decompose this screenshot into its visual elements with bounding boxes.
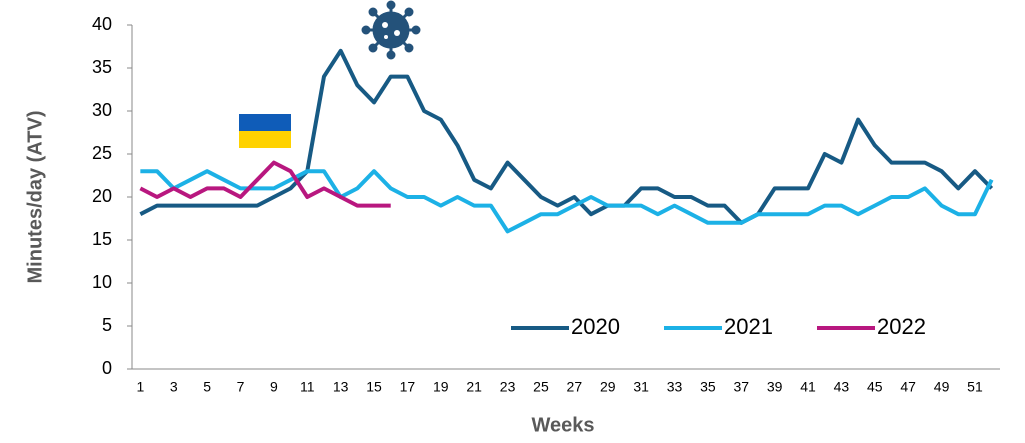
- x-tick-label: 51: [967, 379, 983, 395]
- x-tick-label: 35: [700, 379, 716, 395]
- virus-icon: [361, 0, 421, 60]
- x-tick-label: 45: [867, 379, 883, 395]
- x-tick-label: 25: [533, 379, 549, 395]
- x-tick-label: 3: [170, 379, 178, 395]
- y-tick-label: 35: [92, 57, 112, 77]
- line-series: [139, 48, 994, 225]
- x-tick-label: 31: [633, 379, 649, 395]
- x-tick-label: 23: [500, 379, 516, 395]
- y-tick-label: 25: [92, 143, 112, 163]
- legend-label: 2021: [724, 314, 773, 339]
- x-tick-label: 29: [600, 379, 616, 395]
- x-tick-label: 19: [433, 379, 449, 395]
- y-tick-label: 40: [92, 14, 112, 34]
- x-tick-label: 21: [466, 379, 482, 395]
- y-tick-label: 0: [102, 358, 112, 378]
- x-tick-label: 17: [400, 379, 416, 395]
- x-tick-label: 39: [767, 379, 783, 395]
- x-tick-label: 7: [237, 379, 245, 395]
- x-tick-label: 9: [270, 379, 278, 395]
- y-tick-label: 15: [92, 229, 112, 249]
- x-tick-label: 41: [800, 379, 816, 395]
- ukraine-flag-icon: [239, 114, 291, 148]
- x-tick-label: 33: [667, 379, 683, 395]
- y-tick-label: 20: [92, 186, 112, 206]
- x-tick-label: 5: [203, 379, 211, 395]
- x-tick-label: 27: [567, 379, 583, 395]
- y-tick-label: 5: [102, 315, 112, 335]
- x-tick-label: 15: [366, 379, 382, 395]
- x-tick-label: 49: [934, 379, 950, 395]
- legend-label: 2020: [571, 314, 620, 339]
- x-tick-label: 47: [900, 379, 916, 395]
- x-tick-label: 43: [834, 379, 850, 395]
- x-tick-label: 1: [136, 379, 144, 395]
- x-axis-label: Weeks: [531, 414, 594, 436]
- legend-label: 2022: [877, 314, 926, 339]
- x-tick-label: 11: [300, 379, 315, 395]
- line-series: [139, 160, 391, 208]
- line-series: [140, 169, 994, 234]
- y-tick-label: 10: [92, 272, 112, 292]
- y-axis-label: Minutes/day (ATV): [24, 111, 46, 284]
- y-tick-label: 30: [92, 100, 112, 120]
- x-tick-label: 13: [333, 379, 349, 395]
- x-tick-label: 37: [733, 379, 749, 395]
